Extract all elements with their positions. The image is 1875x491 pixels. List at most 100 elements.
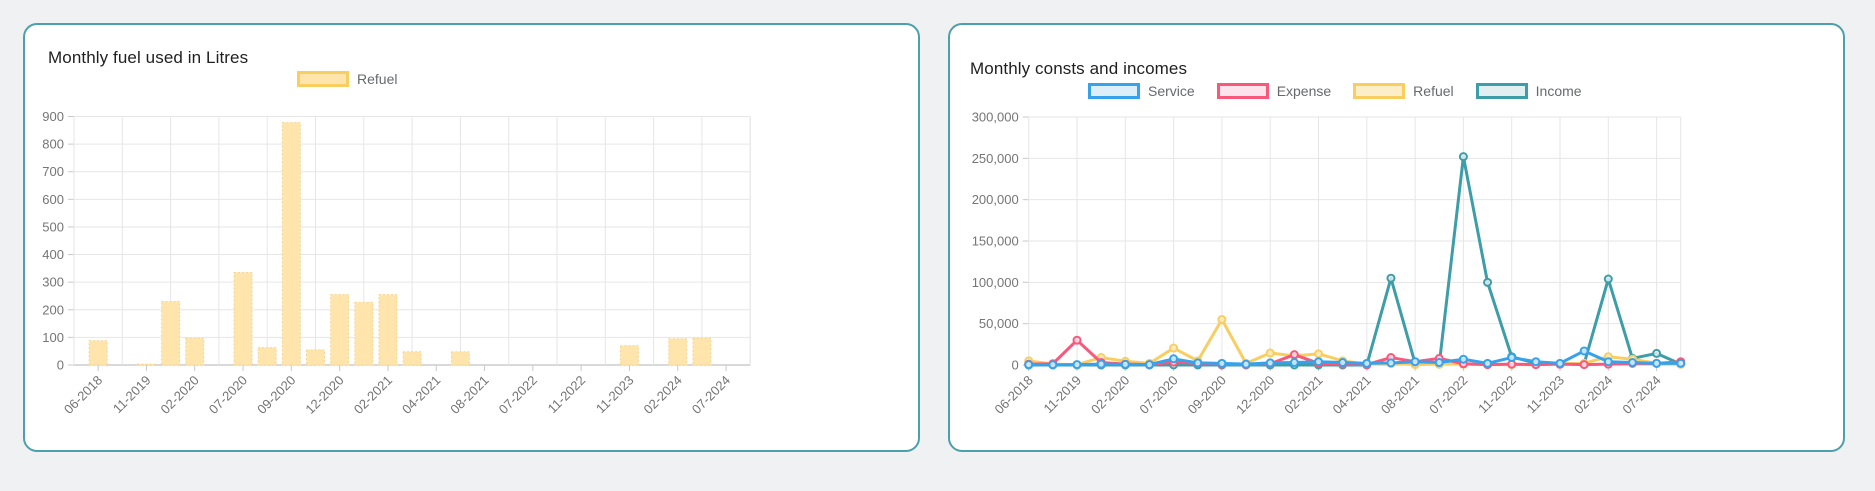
service-data-point: [1338, 358, 1348, 368]
refuel-bar: [692, 337, 712, 366]
x-tick-label: 11-2022: [545, 373, 589, 417]
service-line: [1028, 349, 1681, 367]
service-data-point: [1627, 358, 1637, 368]
refuel-bar: [668, 338, 688, 366]
svg-text:200: 200: [42, 302, 64, 317]
x-tick-label: 02-2020: [158, 373, 202, 417]
refuel-bar: [450, 351, 470, 366]
service-data-point: [1048, 360, 1058, 370]
costs-chart-legend-item-service[interactable]: Service: [1088, 83, 1195, 99]
expense-data-point: [1289, 350, 1299, 360]
x-tick-label: 02-2021: [1281, 373, 1325, 417]
x-tick-label: 04-2021: [399, 373, 443, 417]
svg-text:100: 100: [42, 330, 64, 345]
fuel-chart-card: Monthly fuel used in Litres Refuel 0 100 2…: [23, 23, 920, 452]
svg-text:400: 400: [42, 247, 64, 262]
service-data-point: [1531, 357, 1541, 367]
svg-text:100,000: 100,000: [972, 275, 1019, 290]
refuel-bar: [306, 349, 325, 366]
legend-label: Refuel: [1413, 83, 1454, 99]
service-data-point: [1434, 358, 1444, 368]
service-data-point: [1120, 359, 1130, 369]
service-data-point: [1652, 358, 1662, 368]
fuel-chart-legend-item-refuel[interactable]: Refuel: [297, 71, 397, 87]
x-tick-label: 09-2020: [254, 373, 298, 417]
svg-text:800: 800: [42, 137, 64, 152]
x-tick-label: 07-2022: [1426, 373, 1470, 417]
expense-legend-swatch: [1216, 83, 1269, 99]
refuel-legend-swatch: [1353, 83, 1406, 99]
refuel-bar: [330, 294, 350, 366]
svg-text:900: 900: [42, 109, 64, 124]
service-data-point: [1579, 346, 1589, 356]
service-data-point: [1144, 360, 1154, 370]
income-data-point: [1652, 348, 1662, 358]
x-tick-label: 08-2021: [447, 373, 491, 417]
x-tick-label: 12-2020: [302, 373, 346, 417]
costs-line-chart: 0 50,000 100,000 150,000 200,000 250,000 300,0…: [972, 110, 1686, 417]
x-tick-label: 11-2023: [593, 373, 637, 417]
x-tick-label: 11-2022: [1475, 373, 1519, 417]
svg-text:600: 600: [42, 192, 64, 207]
fuel-chart-title: Monthly fuel used in Litres: [48, 48, 249, 67]
svg-text:300: 300: [42, 275, 64, 290]
refuel-bar: [161, 300, 181, 366]
svg-text:300,000: 300,000: [972, 110, 1019, 125]
refuel-bar: [136, 363, 156, 366]
service-data-point: [1410, 357, 1420, 367]
costs-chart-card: Monthly consts and incomes Service Expens…: [948, 23, 1845, 452]
service-data-point: [1193, 358, 1203, 368]
costs-chart-legend-item-income[interactable]: Income: [1475, 83, 1582, 99]
legend-label: Income: [1535, 83, 1582, 99]
income-legend-swatch: [1475, 83, 1528, 99]
x-tick-label: 02-2024: [1571, 373, 1615, 417]
refuel-data-point: [1265, 348, 1275, 358]
x-tick-label: 11-2019: [110, 373, 154, 417]
legend-label: Service: [1148, 83, 1195, 99]
service-data-point: [1458, 354, 1468, 364]
service-data-point: [1265, 358, 1275, 368]
service-data-point: [1024, 360, 1034, 370]
svg-text:0: 0: [57, 358, 64, 373]
x-tick-label: 08-2021: [1378, 373, 1422, 417]
x-tick-label: 02-2021: [351, 373, 395, 417]
costs-chart-title: Monthly consts and incomes: [970, 59, 1188, 78]
x-tick-label: 04-2021: [1330, 373, 1374, 417]
refuel-bar: [185, 337, 205, 366]
fuel-chart-legend: Refuel: [297, 71, 397, 87]
service-legend-swatch: [1088, 83, 1140, 99]
x-tick-label: 07-2020: [206, 373, 250, 417]
refuel-bar: [378, 294, 398, 366]
refuel-bar: [88, 340, 108, 366]
service-data-point: [1676, 358, 1686, 368]
costs-chart-legend: Service Expense Refuel Income: [1088, 83, 1582, 99]
costs-chart-legend-item-expense[interactable]: Expense: [1216, 83, 1331, 99]
refuel-data-point: [1169, 343, 1179, 353]
svg-text:0: 0: [1011, 358, 1018, 373]
income-data-point: [1386, 273, 1396, 283]
svg-text:150,000: 150,000: [972, 234, 1019, 249]
svg-text:250,000: 250,000: [972, 151, 1019, 166]
service-data-point: [1555, 358, 1565, 368]
service-data-point: [1603, 357, 1613, 367]
refuel-data-point: [1314, 349, 1323, 359]
service-data-point: [1314, 357, 1323, 367]
service-data-point: [1507, 353, 1517, 363]
refuel-legend-swatch: [297, 71, 349, 87]
service-data-point: [1386, 358, 1396, 368]
refuel-bar: [257, 347, 277, 366]
x-tick-label: 07-2020: [1136, 373, 1180, 417]
x-tick-label: 07-2022: [496, 373, 540, 417]
service-data-point: [1241, 359, 1251, 369]
service-data-point: [1169, 354, 1179, 364]
x-tick-label: 07-2024: [1619, 373, 1663, 417]
costs-chart-legend-item-refuel[interactable]: Refuel: [1353, 83, 1454, 99]
refuel-bar: [281, 122, 301, 366]
refuel-data-point: [1217, 315, 1227, 325]
income-data-point: [1458, 152, 1468, 162]
service-data-point: [1072, 360, 1082, 370]
x-tick-label: 12-2020: [1233, 373, 1277, 417]
refuel-bar: [354, 301, 374, 366]
service-data-point: [1289, 358, 1299, 368]
